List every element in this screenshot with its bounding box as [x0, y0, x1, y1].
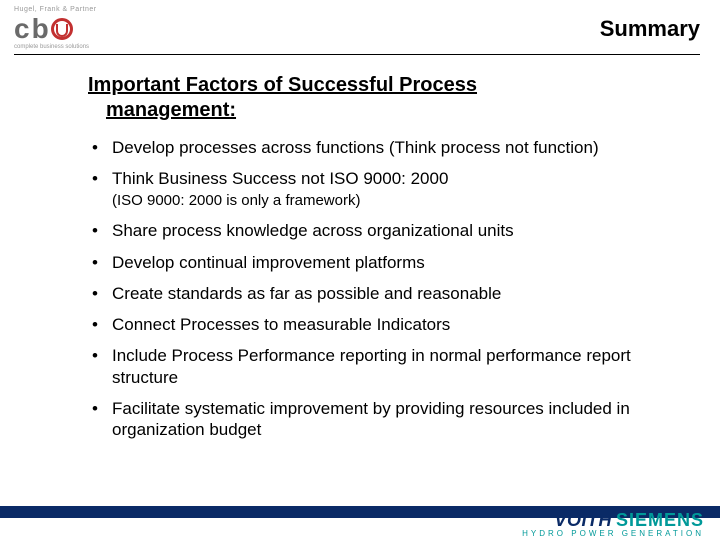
bullet-text: Share process knowledge across organizat… — [112, 221, 514, 240]
list-item: Include Process Performance reporting in… — [90, 345, 670, 388]
content-area: Important Factors of Successful Process … — [0, 55, 720, 440]
footer-brand-line: VOITHSIEMENS — [522, 510, 704, 531]
logo-letter-c: c — [14, 15, 30, 43]
footer-logo: VOITHSIEMENS HYDRO POWER GENERATION — [522, 510, 704, 538]
list-item: Develop processes across functions (Thin… — [90, 137, 670, 158]
list-item: Create standards as far as possible and … — [90, 283, 670, 304]
bullet-text: Create standards as far as possible and … — [112, 284, 501, 303]
logo-mark: c b — [14, 15, 73, 43]
footer-tagline: HYDRO POWER GENERATION — [522, 529, 704, 538]
logo-circle-icon — [51, 18, 73, 40]
logo-letter-b: b — [32, 15, 49, 43]
list-item: Develop continual improvement platforms — [90, 252, 670, 273]
bullet-text: Connect Processes to measurable Indicato… — [112, 315, 450, 334]
page-title: Summary — [600, 16, 700, 42]
footer-voith: VOITH — [554, 510, 612, 530]
bullet-text: Think Business Success not ISO 9000: 200… — [112, 169, 448, 188]
bullet-text: Facilitate systematic improvement by pro… — [112, 399, 630, 439]
cbs-logo: Hugel, Frank & Partner c b complete busi… — [14, 6, 97, 50]
bullet-text: Develop processes across functions (Thin… — [112, 138, 599, 157]
bullet-note: (ISO 9000: 2000 is only a framework) — [112, 192, 670, 211]
bullet-text: Include Process Performance reporting in… — [112, 346, 631, 386]
heading-line-2: management: — [88, 98, 670, 123]
footer-siemens: SIEMENS — [616, 510, 704, 530]
bullet-list: Develop processes across functions (Thin… — [90, 137, 670, 440]
list-item: Facilitate systematic improvement by pro… — [90, 398, 670, 441]
list-item: Think Business Success not ISO 9000: 200… — [90, 168, 670, 210]
heading-line-1: Important Factors of Successful Process — [88, 74, 477, 96]
bullet-text: Develop continual improvement platforms — [112, 253, 425, 272]
section-heading: Important Factors of Successful Process … — [88, 73, 670, 123]
list-item: Connect Processes to measurable Indicato… — [90, 314, 670, 335]
logo-top-text: Hugel, Frank & Partner — [14, 6, 97, 13]
header: Hugel, Frank & Partner c b complete busi… — [0, 0, 720, 50]
logo-subtext: complete business solutions — [14, 44, 89, 50]
list-item: Share process knowledge across organizat… — [90, 220, 670, 241]
